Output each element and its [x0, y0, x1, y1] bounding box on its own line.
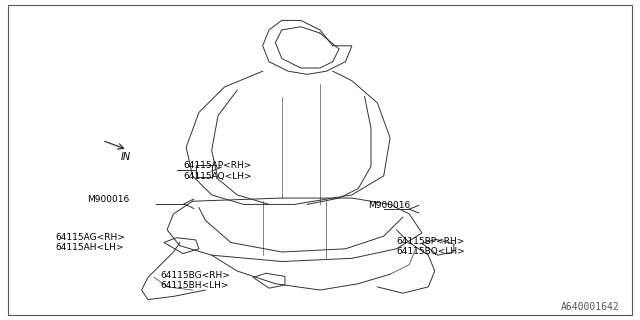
Text: A640001642: A640001642	[561, 302, 620, 312]
Text: 64115AG<RH>
64115AH<LH>: 64115AG<RH> 64115AH<LH>	[56, 233, 125, 252]
Text: 64115BG<RH>
64115BH<LH>: 64115BG<RH> 64115BH<LH>	[161, 271, 230, 290]
Text: M900016: M900016	[88, 195, 130, 204]
Text: 64115BP<RH>
64115BQ<LH>: 64115BP<RH> 64115BQ<LH>	[396, 236, 465, 256]
Text: IN: IN	[120, 152, 131, 162]
Text: 64115AP<RH>
64115AQ<LH>: 64115AP<RH> 64115AQ<LH>	[183, 161, 252, 181]
Text: M900016: M900016	[368, 202, 410, 211]
